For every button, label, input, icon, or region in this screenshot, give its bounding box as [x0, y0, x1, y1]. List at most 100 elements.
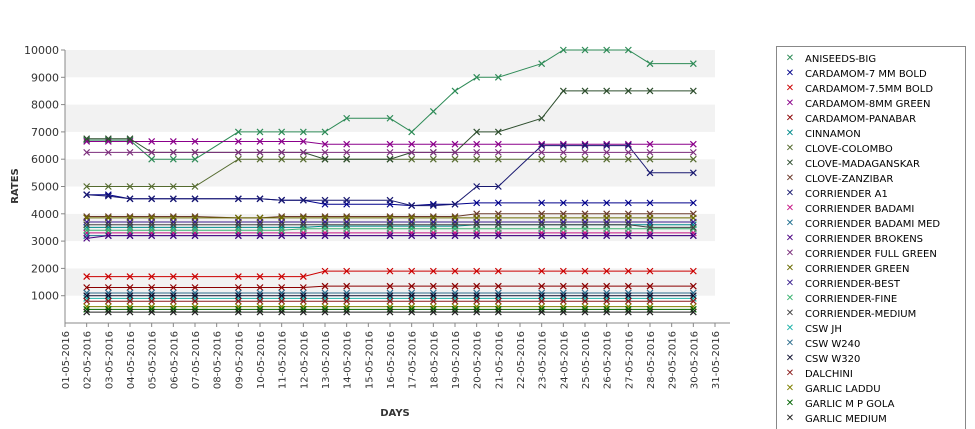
data-point	[83, 289, 91, 297]
legend-label: CORRIENDER BADAMI	[805, 203, 915, 215]
data-point	[559, 295, 567, 302]
x-tick-label: 15-05-2016	[364, 331, 375, 389]
x-tick-label: 25-05-2016	[581, 331, 592, 389]
data-point	[83, 135, 91, 143]
data-point	[581, 282, 589, 290]
data-point	[169, 232, 177, 240]
data-point	[256, 295, 264, 302]
data-point	[408, 128, 416, 136]
data-point	[126, 135, 134, 143]
data-point	[646, 148, 654, 156]
data-point	[126, 292, 134, 300]
data-point	[689, 87, 697, 95]
data-point	[559, 199, 567, 207]
axes-layer: 1000 2000 3000 4000 5000 6000 7000 8000 9000 1000…	[24, 44, 730, 389]
data-point	[559, 142, 567, 149]
data-point	[624, 308, 632, 316]
x-tick-label: 16-05-2016	[386, 331, 397, 389]
data-point	[191, 308, 199, 316]
data-point	[126, 224, 134, 231]
data-point	[624, 305, 632, 313]
legend-item: ✕ CORRIENDER BADAMI MED	[783, 217, 940, 231]
data-point	[234, 297, 242, 305]
data-point	[126, 226, 134, 234]
data-point	[256, 218, 264, 226]
data-point	[538, 303, 546, 311]
data-point	[191, 221, 199, 229]
data-point	[104, 138, 112, 145]
x-tick-label: 26-05-2016	[603, 331, 614, 389]
data-point	[429, 303, 437, 311]
data-point	[386, 305, 394, 313]
data-point	[104, 303, 112, 311]
data-point	[451, 200, 459, 208]
series-garlic-medium	[83, 308, 697, 316]
data-point	[646, 289, 654, 297]
data-point	[191, 213, 199, 220]
legend-marker-icon: ✕	[785, 338, 795, 349]
data-point	[321, 213, 329, 220]
x-tick-label: 11-05-2016	[278, 331, 289, 389]
data-point	[689, 232, 697, 240]
data-point	[408, 148, 416, 156]
legend-label: CSW W240	[805, 338, 861, 350]
data-point	[104, 226, 112, 234]
data-point	[624, 292, 632, 300]
data-point	[689, 60, 697, 68]
legend-label: CLOVE-ZANZIBAR	[805, 173, 894, 185]
data-point	[429, 202, 437, 210]
data-point	[386, 140, 394, 148]
data-point	[299, 303, 307, 311]
legend-item: ✕ CORRIENDER-FINE	[783, 292, 897, 306]
data-point	[408, 282, 416, 290]
data-point	[104, 221, 112, 229]
legend-item: ✕ CORRIENDER BROKENS	[783, 232, 923, 246]
data-point	[689, 155, 697, 163]
data-point	[278, 196, 286, 204]
legend-label: CORRIENDER GREEN	[805, 263, 910, 275]
legend-item: ✕ GARLIC MEDIUM	[783, 412, 887, 426]
data-point	[234, 295, 242, 302]
data-point	[104, 232, 112, 240]
data-point	[451, 221, 459, 229]
data-point	[689, 140, 697, 148]
data-point	[494, 303, 502, 311]
data-point	[148, 303, 156, 311]
data-point	[538, 60, 546, 68]
data-point	[581, 295, 589, 302]
data-point	[169, 221, 177, 229]
y-axis-label: RATES	[10, 168, 21, 204]
data-point	[429, 267, 437, 275]
legend-marker-icon: ✕	[785, 113, 795, 124]
data-point	[256, 305, 264, 313]
data-point	[278, 273, 286, 281]
data-point	[451, 297, 459, 305]
data-point	[83, 229, 91, 237]
data-point	[559, 305, 567, 313]
data-point	[603, 303, 611, 311]
data-point	[494, 183, 502, 190]
legend-marker-icon: ✕	[785, 158, 795, 169]
data-point	[646, 60, 654, 68]
data-point	[429, 140, 437, 148]
x-tick-label: 13-05-2016	[321, 331, 332, 389]
data-point	[646, 218, 654, 226]
data-point	[429, 213, 437, 220]
data-point	[646, 282, 654, 290]
series-corriender-medium	[83, 221, 697, 231]
data-point	[603, 232, 611, 240]
data-point	[451, 155, 459, 163]
data-point	[234, 226, 242, 234]
data-point	[278, 138, 286, 145]
data-point	[559, 221, 567, 229]
data-point	[343, 282, 351, 290]
data-point	[191, 297, 199, 305]
data-point	[126, 305, 134, 313]
data-point	[624, 267, 632, 275]
data-point	[148, 218, 156, 226]
data-point	[191, 148, 199, 156]
data-point	[104, 284, 112, 291]
data-point	[429, 297, 437, 305]
data-point	[256, 224, 264, 231]
data-point	[169, 226, 177, 234]
